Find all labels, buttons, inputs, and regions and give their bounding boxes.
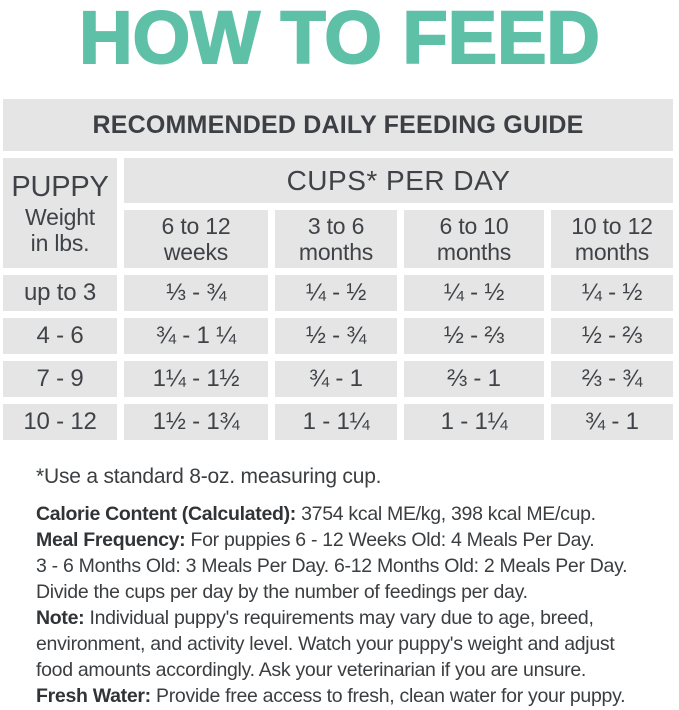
age-column-header-line1: 6 to 10 [439,213,509,239]
note-text: environment, and activity level. Watch y… [36,633,615,655]
note-line-months-schedule: 3 - 6 Months Old: 3 Meals Per Day. 6-12 … [36,553,679,579]
weight-cell: 10 - 12 [3,404,117,440]
note-label: Fresh Water: [36,685,151,707]
cups-value-cell: ¼ - ½ [404,275,544,311]
note-line-note-intro: Note: Individual puppy's requirements ma… [36,605,679,631]
cups-value-cell: ¾ - 1 [275,361,397,397]
age-column-header-line2: months [574,239,650,265]
note-line-meal-frequency: Meal Frequency: For puppies 6 - 12 Weeks… [36,527,679,553]
puppy-weight-header-line2: Weight [25,203,95,230]
weight-cell: 7 - 9 [3,361,117,397]
weight-cell: 4 - 6 [3,318,117,354]
cups-value-cell: ⅔ - ¾ [551,361,673,397]
age-column-header-10-12-months: 10 to 12 months [551,210,673,268]
note-text: 3754 kcal ME/kg, 398 kcal ME/cup. [296,503,596,525]
age-column-header-line2: weeks [163,239,229,265]
cups-value-cell: 1 - 1¼ [404,404,544,440]
feeding-guide-table: RECOMMENDED DAILY FEEDING GUIDE PUPPY We… [3,99,676,440]
age-column-header-line2: months [436,239,512,265]
note-label: Note: [36,607,85,629]
age-column-header-line1: 10 to 12 [571,213,653,239]
note-label: Calorie Content (Calculated): [36,503,296,525]
cups-value-cell: ½ - ¾ [275,318,397,354]
note-line-environment: environment, and activity level. Watch y… [36,631,679,657]
puppy-weight-header-line3: in lbs. [30,229,90,256]
weight-cell: up to 3 [3,275,117,311]
page-title: HOW TO FEED [78,0,601,80]
age-column-header-6-10-months: 6 to 10 months [404,210,544,268]
note-text: Divide the cups per day by the number of… [36,581,528,603]
note-line-fresh-water: Fresh Water: Provide free access to fres… [36,683,679,709]
age-column-header-line2: months [298,239,374,265]
cups-value-cell: 1½ - 1¾ [124,404,268,440]
note-line-food-amounts: food amounts accordingly. Ask your veter… [36,657,679,683]
cups-value-cell: 1¼ - 1½ [124,361,268,397]
cups-value-cell: 1 - 1¼ [275,404,397,440]
note-text: food amounts accordingly. Ask your veter… [36,659,586,681]
puppy-weight-header: PUPPY Weight in lbs. [3,158,117,268]
cups-value-cell: ½ - ⅔ [551,318,673,354]
puppy-weight-header-line1: PUPPY [11,170,109,203]
cups-value-cell: ½ - ⅔ [404,318,544,354]
cups-value-cell: ⅔ - 1 [404,361,544,397]
cups-value-cell: ¾ - 1 [551,404,673,440]
note-line-divide-cups: Divide the cups per day by the number of… [36,579,679,605]
table-banner: RECOMMENDED DAILY FEEDING GUIDE [3,99,673,151]
measuring-cup-footnote: *Use a standard 8-oz. measuring cup. [36,465,382,488]
age-column-header-line1: 3 to 6 [307,213,365,239]
note-text: Individual puppy's requirements may vary… [84,607,594,629]
note-line-calorie-content: Calorie Content (Calculated): 3754 kcal … [36,501,679,527]
cups-value-cell: ⅓ - ¾ [124,275,268,311]
age-column-header-line1: 6 to 12 [161,213,231,239]
cups-value-cell: ¼ - ½ [275,275,397,311]
cups-per-day-header: CUPS* PER DAY [124,158,673,203]
age-column-header-6-12-weeks: 6 to 12 weeks [124,210,268,268]
note-text: 3 - 6 Months Old: 3 Meals Per Day. 6-12 … [36,555,628,577]
note-text: Provide free access to fresh, clean wate… [150,685,626,707]
cups-value-cell: ¼ - ½ [551,275,673,311]
cups-value-cell: ¾ - 1 ¼ [124,318,268,354]
feeding-notes: Calorie Content (Calculated): 3754 kcal … [36,501,679,709]
age-column-header-3-6-months: 3 to 6 months [275,210,397,268]
note-label: Meal Frequency: [36,529,186,551]
note-text: For puppies 6 - 12 Weeks Old: 4 Meals Pe… [185,529,595,551]
